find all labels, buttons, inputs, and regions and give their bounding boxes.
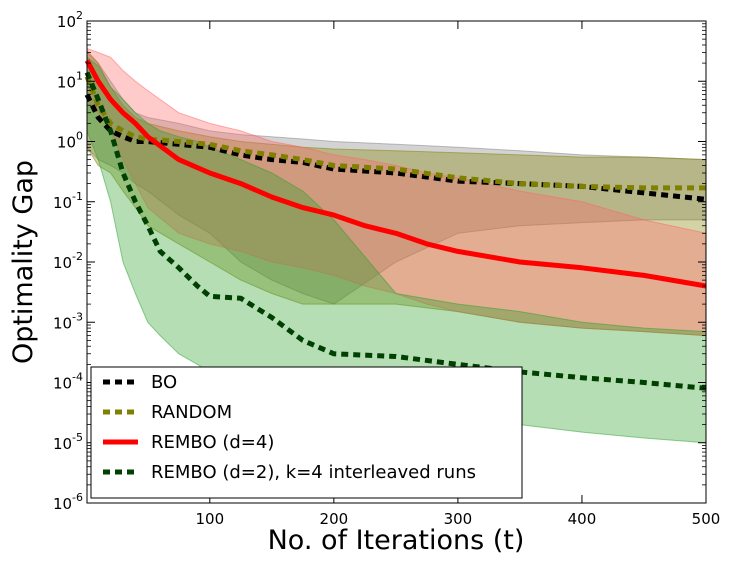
legend-label-1: RANDOM	[151, 402, 232, 423]
y-tick-label: 10-6	[53, 491, 83, 513]
legend-label-2: REMBO (d=4)	[151, 432, 274, 453]
y-tick-label: 10-1	[53, 190, 83, 212]
y-axis-title: Optimality Gap	[8, 160, 39, 364]
legend-label-3: REMBO (d=2), k=4 interleaved runs	[151, 462, 476, 483]
y-tick-label: 10-2	[53, 250, 83, 272]
tick-labels: 100 200 300 400 500 102 101 100 10-1 10-2 10-3 10-4…	[53, 9, 720, 528]
legend-label-0: BO	[151, 372, 177, 393]
x-tick-label: 500	[692, 510, 721, 528]
x-tick-label: 100	[195, 510, 224, 528]
y-tick-label: 10-4	[53, 371, 83, 393]
y-tick-label: 10-5	[53, 431, 83, 453]
x-tick-label: 400	[568, 510, 597, 528]
series-line-0	[84, 93, 707, 202]
series-line-1	[84, 75, 706, 191]
y-tick-label: 101	[57, 69, 83, 91]
x-axis-title: No. of Iterations (t)	[268, 525, 525, 556]
y-tick-label: 102	[57, 9, 83, 31]
legend-box	[90, 366, 523, 499]
axis-ticks	[87, 20, 707, 504]
series-line-2	[84, 59, 707, 289]
legend: BO RANDOM REMBO (d=4) REMBO (d=2), k=4 inte…	[90, 366, 523, 499]
y-tick-label: 10-3	[53, 310, 83, 332]
y-tick-label: 100	[57, 130, 83, 152]
x-tick-label: 200	[320, 510, 349, 528]
x-tick-label: 300	[444, 510, 473, 528]
